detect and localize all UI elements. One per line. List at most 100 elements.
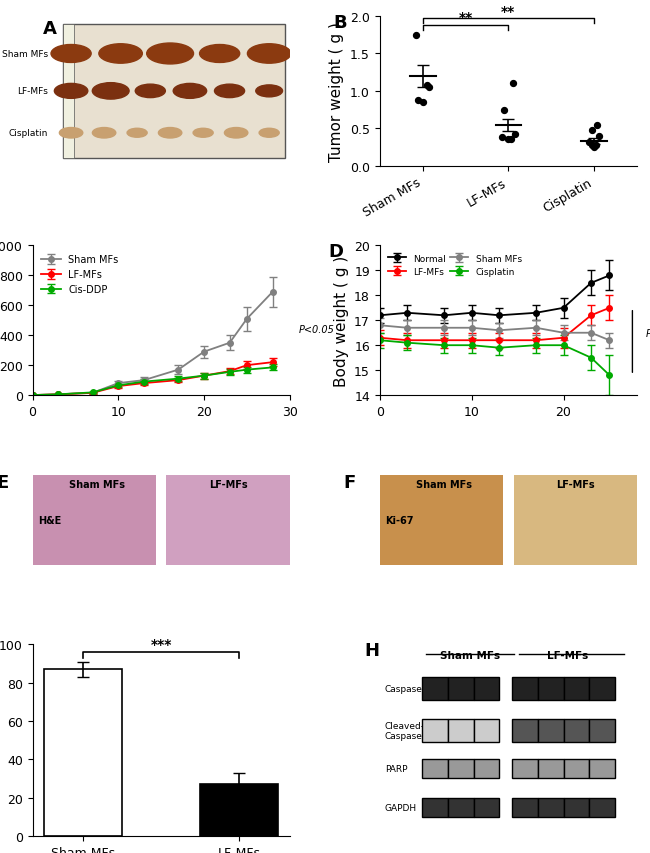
Text: GAPDH: GAPDH bbox=[385, 803, 417, 812]
FancyBboxPatch shape bbox=[514, 475, 637, 565]
Ellipse shape bbox=[214, 85, 244, 98]
Y-axis label: Tumor weight ( g ): Tumor weight ( g ) bbox=[330, 22, 344, 161]
Text: P<0.05: P<0.05 bbox=[298, 325, 334, 335]
Ellipse shape bbox=[92, 84, 129, 100]
Text: LF-MFs: LF-MFs bbox=[556, 479, 595, 490]
Point bbox=[413, 94, 424, 107]
FancyBboxPatch shape bbox=[564, 677, 590, 700]
Ellipse shape bbox=[99, 44, 142, 64]
FancyBboxPatch shape bbox=[538, 677, 564, 700]
FancyBboxPatch shape bbox=[474, 798, 499, 817]
FancyBboxPatch shape bbox=[538, 759, 564, 779]
Text: PARP: PARP bbox=[385, 764, 408, 774]
FancyBboxPatch shape bbox=[590, 759, 615, 779]
FancyBboxPatch shape bbox=[538, 719, 564, 742]
Text: LF-MFs: LF-MFs bbox=[17, 87, 48, 96]
Ellipse shape bbox=[173, 84, 207, 99]
FancyBboxPatch shape bbox=[32, 475, 156, 565]
Point bbox=[417, 96, 428, 110]
Point bbox=[587, 140, 597, 154]
Point bbox=[584, 136, 594, 149]
FancyBboxPatch shape bbox=[512, 798, 538, 817]
Point bbox=[422, 79, 432, 93]
Point bbox=[424, 81, 435, 95]
FancyBboxPatch shape bbox=[474, 759, 499, 779]
FancyBboxPatch shape bbox=[448, 677, 474, 700]
Text: E: E bbox=[0, 473, 8, 491]
FancyBboxPatch shape bbox=[380, 475, 503, 565]
FancyBboxPatch shape bbox=[63, 25, 285, 159]
Ellipse shape bbox=[259, 129, 280, 138]
FancyBboxPatch shape bbox=[590, 798, 615, 817]
Text: LF-MFs: LF-MFs bbox=[547, 651, 588, 660]
FancyBboxPatch shape bbox=[422, 677, 448, 700]
Text: H&E: H&E bbox=[38, 515, 61, 525]
Text: Cisplatin: Cisplatin bbox=[8, 129, 48, 138]
Ellipse shape bbox=[224, 128, 248, 139]
FancyBboxPatch shape bbox=[590, 677, 615, 700]
Point bbox=[594, 130, 604, 143]
FancyBboxPatch shape bbox=[448, 759, 474, 779]
Text: B: B bbox=[333, 14, 347, 32]
Point bbox=[508, 78, 518, 91]
Text: H: H bbox=[365, 641, 380, 659]
FancyBboxPatch shape bbox=[590, 719, 615, 742]
Ellipse shape bbox=[135, 85, 165, 98]
Point bbox=[589, 141, 599, 154]
Text: P<0.05: P<0.05 bbox=[646, 328, 650, 339]
Text: ***: *** bbox=[150, 637, 172, 652]
Ellipse shape bbox=[55, 84, 88, 99]
Text: Sham MFs: Sham MFs bbox=[2, 50, 48, 59]
Ellipse shape bbox=[127, 129, 147, 138]
Y-axis label: Body weight ( g ): Body weight ( g ) bbox=[333, 255, 348, 386]
Legend: Sham MFs, LF-MFs, Cis-DDP: Sham MFs, LF-MFs, Cis-DDP bbox=[37, 251, 123, 299]
FancyBboxPatch shape bbox=[512, 677, 538, 700]
Text: Sham MFs: Sham MFs bbox=[416, 479, 472, 490]
Text: Caspase3: Caspase3 bbox=[385, 684, 428, 693]
Point bbox=[411, 29, 421, 43]
Text: Cleaved-
Caspase3: Cleaved- Caspase3 bbox=[385, 721, 428, 740]
FancyBboxPatch shape bbox=[564, 798, 590, 817]
FancyBboxPatch shape bbox=[422, 719, 448, 742]
Text: F: F bbox=[344, 473, 356, 491]
FancyBboxPatch shape bbox=[512, 759, 538, 779]
Text: **: ** bbox=[458, 11, 473, 26]
Text: **: ** bbox=[501, 4, 515, 19]
Ellipse shape bbox=[147, 44, 194, 65]
FancyBboxPatch shape bbox=[166, 475, 290, 565]
Text: D: D bbox=[328, 243, 343, 261]
Text: Ki-67: Ki-67 bbox=[385, 515, 413, 525]
Point bbox=[510, 128, 521, 142]
FancyBboxPatch shape bbox=[512, 719, 538, 742]
Ellipse shape bbox=[256, 86, 283, 98]
Ellipse shape bbox=[51, 45, 91, 63]
Point bbox=[586, 124, 597, 137]
FancyBboxPatch shape bbox=[63, 25, 73, 159]
FancyBboxPatch shape bbox=[474, 719, 499, 742]
Text: A: A bbox=[43, 20, 57, 38]
Point bbox=[497, 131, 507, 145]
FancyBboxPatch shape bbox=[564, 719, 590, 742]
Point bbox=[591, 139, 601, 153]
Ellipse shape bbox=[248, 44, 291, 64]
Ellipse shape bbox=[59, 128, 83, 139]
FancyBboxPatch shape bbox=[474, 677, 499, 700]
Bar bbox=[200, 784, 278, 836]
FancyBboxPatch shape bbox=[448, 719, 474, 742]
Point bbox=[499, 103, 510, 117]
Point bbox=[592, 119, 602, 132]
Legend: Normal, LF-MFs, Sham MFs, Cisplatin: Normal, LF-MFs, Sham MFs, Cisplatin bbox=[384, 251, 525, 281]
Text: Sham MFs: Sham MFs bbox=[440, 651, 500, 660]
FancyBboxPatch shape bbox=[564, 759, 590, 779]
Bar bbox=[44, 670, 122, 836]
FancyBboxPatch shape bbox=[538, 798, 564, 817]
Ellipse shape bbox=[92, 128, 116, 139]
Ellipse shape bbox=[159, 128, 182, 139]
Ellipse shape bbox=[200, 45, 240, 63]
Point bbox=[503, 134, 514, 148]
FancyBboxPatch shape bbox=[422, 798, 448, 817]
Text: LF-MFs: LF-MFs bbox=[209, 479, 247, 490]
Text: Sham MFs: Sham MFs bbox=[69, 479, 125, 490]
Point bbox=[506, 134, 516, 148]
FancyBboxPatch shape bbox=[448, 798, 474, 817]
